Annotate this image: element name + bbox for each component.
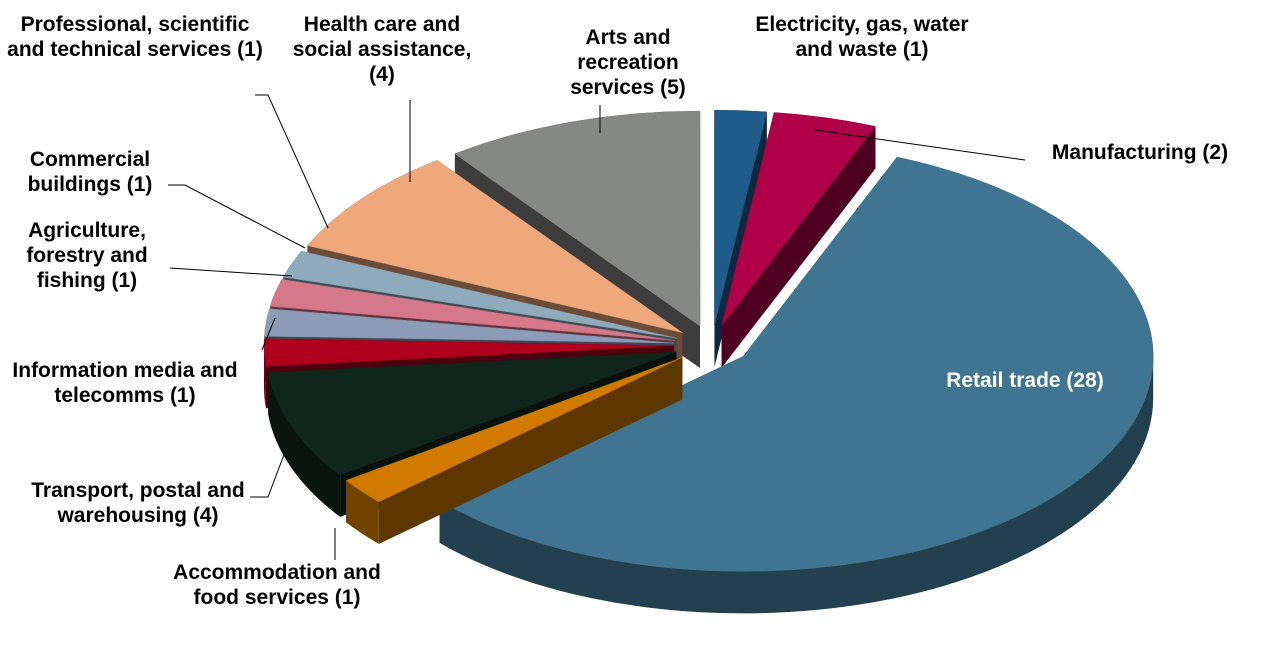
value-label: (4) xyxy=(192,504,219,527)
category-label: Information media and telecomms xyxy=(12,359,238,407)
category-label: Health care and social assistance, xyxy=(292,13,472,61)
category-label: Retail trade xyxy=(946,369,1061,392)
slice-label: Agriculture, forestry and fishing (1) xyxy=(2,218,172,293)
category-label: Agriculture, forestry and fishing xyxy=(26,219,148,292)
value-label: (4) xyxy=(369,63,395,86)
slice-side xyxy=(721,126,876,368)
leader-line xyxy=(250,451,286,498)
category-label: Accommodation and food services xyxy=(173,561,381,609)
slice-label: Manufacturing (2) xyxy=(1020,140,1260,165)
slice xyxy=(263,338,675,367)
leader-line xyxy=(261,317,276,351)
slice xyxy=(306,159,683,333)
slice-label: Accommodation and food services (1) xyxy=(162,560,392,610)
slice xyxy=(714,109,768,326)
slice xyxy=(439,156,1154,572)
slice-side xyxy=(346,357,683,523)
value-label: (28) xyxy=(1066,369,1104,392)
leader-line xyxy=(255,94,329,229)
category-label: Commercial buildings xyxy=(27,148,151,196)
slice-label: Transport, postal and warehousing (4) xyxy=(18,478,258,528)
slice-label: Arts and recreation services (5) xyxy=(548,25,708,100)
value-label: (1) xyxy=(169,384,196,407)
category-label: Electricity, gas, water and waste xyxy=(755,13,969,61)
slice xyxy=(269,279,675,341)
value-label: (1) xyxy=(126,173,153,196)
slice xyxy=(345,357,683,503)
slice-label: Health care and social assistance, (4) xyxy=(282,12,482,87)
slice-wall xyxy=(264,345,266,409)
category-label: Professional, scientific and technical s… xyxy=(7,13,250,61)
slice-wall xyxy=(346,480,379,544)
category-label: Manufacturing xyxy=(1051,141,1197,164)
value-label: (1) xyxy=(902,38,929,61)
slice xyxy=(454,110,701,327)
slice xyxy=(282,250,677,339)
slice xyxy=(721,112,876,326)
leader-line xyxy=(814,129,1026,161)
value-label: (1) xyxy=(334,586,361,609)
category-label: Transport, postal and warehousing xyxy=(31,479,245,527)
value-label: (1) xyxy=(111,269,138,292)
leader-line xyxy=(168,184,306,249)
slice-label: Retail trade (28) xyxy=(895,368,1155,393)
slice xyxy=(267,351,677,476)
value-label: (2) xyxy=(1202,141,1229,164)
slice-label: Information media and telecomms (1) xyxy=(0,358,250,408)
category-label: Arts and recreation services xyxy=(570,26,679,99)
slice-label: Electricity, gas, water and waste (1) xyxy=(752,12,972,62)
slice-wall xyxy=(439,356,1154,614)
value-label: (1) xyxy=(237,38,263,61)
value-label: (5) xyxy=(660,76,686,99)
slice xyxy=(264,308,675,344)
leader-line xyxy=(169,267,293,277)
slice-label: Professional, scientific and technical s… xyxy=(0,12,270,62)
slice-label: Commercial buildings (1) xyxy=(0,147,180,197)
slice-wall xyxy=(268,372,341,517)
